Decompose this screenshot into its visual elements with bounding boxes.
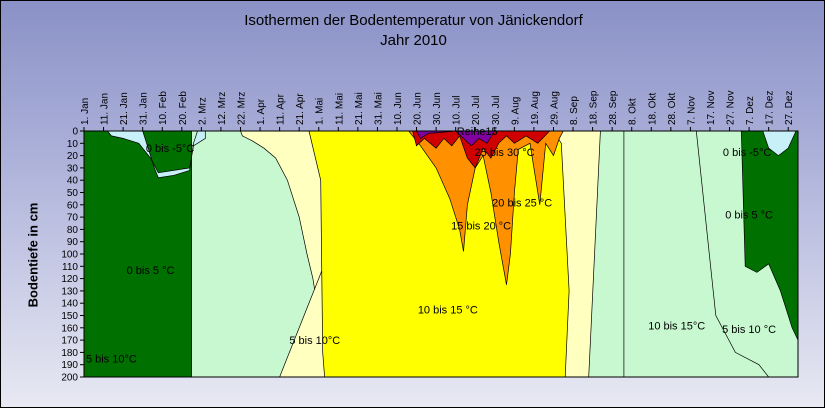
plot-border [83,130,799,378]
summer-over-30-region [415,130,496,147]
y-tick-label: 150 [61,311,78,322]
x-tick-label: 22. Mrz [236,92,247,125]
x-tick-label: 20. Jul [471,96,482,125]
x-tick-label: 1. Mai [315,98,326,125]
x-tick-label: 20. Jun [413,92,424,125]
y-tick-label: 80 [67,225,79,236]
x-tick-label: 7. Nov [686,96,697,125]
y-tick-label: 100 [61,250,78,261]
x-tick-label: 11. Jan [100,93,111,125]
y-tick-label: 170 [61,336,78,347]
x-tick-label: 9. Aug [510,97,521,125]
y-tick-label: 60 [67,200,79,211]
x-tick-label: 7. Dez [745,96,756,125]
y-tick-label: 70 [67,213,79,224]
y-tick-label: 50 [67,188,79,199]
band-label: 5 bis 10°C [86,354,137,366]
x-tick-label: 11. Mai [334,93,345,125]
x-tick-label: 27. Nov [726,91,737,125]
winter-0-5-region [83,130,192,378]
x-tick-label: 21. Mai [354,92,365,125]
x-tick-label: 28. Sep [608,90,619,125]
band-label: 20 bis 25 °C [492,197,552,209]
band-label: 10 bis 15 °C [418,304,478,316]
band-label: 25 bis 30 °C [475,147,535,159]
x-tick-label: 10. Jun [393,92,404,125]
chart-title: Isothermen der Bodentemperatur von Jänic… [1,11,825,51]
band-label: Reihe15 [457,126,498,138]
band-label: 0 bis -5°C [723,147,771,159]
y-tick-label: 40 [67,176,79,187]
band-labels: 0 bis -5°C 0 bis 5 °C 5 bis 10°C 5 bis 10°C… [86,126,776,366]
x-tick-label: 17. Dez [765,91,776,125]
band-label: 10 bis 15°C [648,320,705,332]
y-tick-label: 130 [61,286,78,297]
x-tick-label: 19. Aug [530,91,541,125]
band-label: 0 bis 5 °C [725,210,773,222]
y-tick-label: 10 [67,139,79,150]
x-tick-label: 31. Jan [139,92,150,125]
x-tick-label: 20. Feb [178,91,189,125]
x-tick-label: 10. Feb [158,91,169,125]
x-tick-label: 1. Jan [80,98,91,125]
x-tick-label: 30. Jun [432,92,443,125]
x-axis-ticks: 1. Jan 11. Jan 21. Jan 31. Jan 10. Feb 20. Fe… [80,90,795,131]
y-tick-label: 0 [72,127,78,138]
band-label: 5 bis 10°C [289,335,340,347]
band-label: 0 bis -5°C [146,143,194,155]
x-tick-label: 8. Sep [569,96,580,125]
y-tick-label: 110 [62,262,78,273]
band-label: 5 bis 10 °C [722,324,776,336]
summer-25-30-region [412,130,551,169]
subtitle-line: Jahr 2010 [380,32,447,49]
summer-20-25-region [407,130,564,285]
x-tick-label: 17. Nov [706,91,717,125]
y-tick-label: 90 [67,237,79,248]
band-label: 0 bis 5 °C [127,265,175,277]
y-tick-label: 190 [61,360,78,371]
y-tick-label: 140 [61,299,78,310]
band-label: 15 bis 20 °C [451,221,511,233]
isotherm-layers [83,130,799,378]
y-tick-label: 180 [61,348,78,359]
x-tick-label: 18. Sep [589,90,600,125]
y-tick-label: 120 [61,274,78,285]
x-tick-label: 10. Jul [452,96,463,125]
x-tick-label: 30. Jul [491,96,502,125]
x-tick-label: 2. Mrz [197,97,208,125]
x-tick-label: 12. Mrz [217,92,228,125]
title-line: Isothermen der Bodentemperatur von Jänic… [244,12,583,29]
x-tick-label: 11. Apr [276,93,287,125]
y-tick-label: 200 [61,373,78,384]
x-tick-label: 18. Okt [647,93,658,125]
x-tick-label: 21. Apr [295,93,306,125]
x-tick-label: 27. Dez [784,91,795,125]
x-tick-label: 28. Okt [667,93,678,125]
x-tick-label: 29. Aug [549,91,560,125]
x-tick-label: 8. Okt [628,98,639,125]
x-tick-label: 21. Jan [119,92,130,125]
x-tick-label: 1. Apr [256,98,267,125]
y-tick-label: 20 [67,151,79,162]
y-tick-label: 30 [67,163,79,174]
x-tick-label: 31. Mai [373,92,384,125]
y-tick-label: 160 [61,323,78,334]
